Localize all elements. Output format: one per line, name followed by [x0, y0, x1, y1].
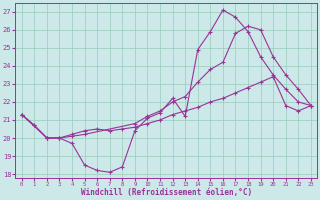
X-axis label: Windchill (Refroidissement éolien,°C): Windchill (Refroidissement éolien,°C) — [81, 188, 252, 197]
